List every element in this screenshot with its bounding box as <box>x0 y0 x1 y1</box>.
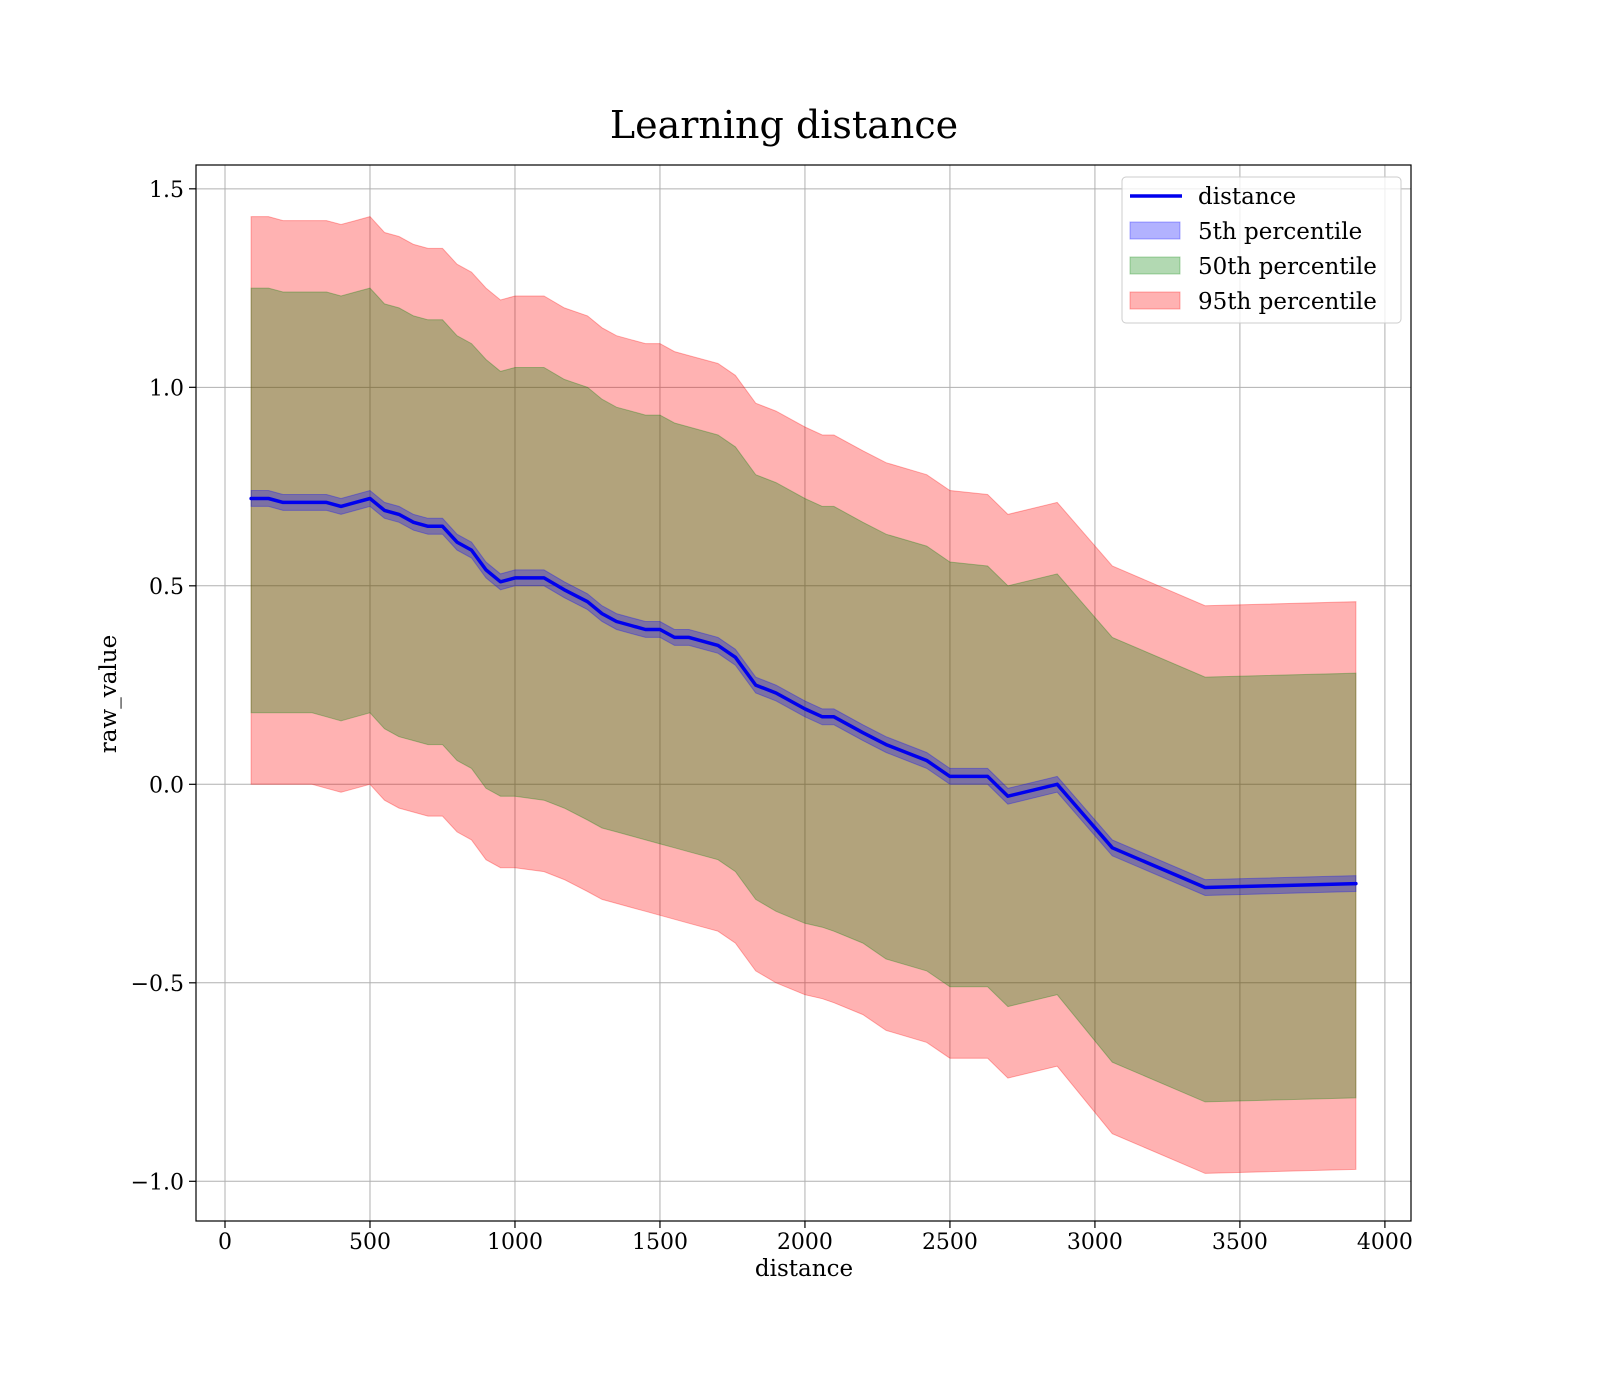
y-tick-label: 1.0 <box>149 376 184 401</box>
x-tick-label: 4000 <box>1357 1230 1413 1255</box>
band-5th-percentile <box>250 489 1357 897</box>
x-tick-label: 0 <box>218 1230 232 1255</box>
x-tick-label: 3000 <box>1067 1230 1123 1255</box>
y-axis-label: raw_value <box>96 635 122 753</box>
legend-label-50th: 50th percentile <box>1198 254 1377 280</box>
y-tick-label: 0.5 <box>149 575 184 600</box>
x-tick-label: 2000 <box>777 1230 833 1255</box>
chart-title: Learning distance <box>610 103 958 147</box>
legend-label-95th: 95th percentile <box>1198 289 1377 315</box>
plot-area-frame <box>195 164 1412 1222</box>
legend-box <box>1121 176 1402 324</box>
legend-label-5th: 5th percentile <box>1198 219 1362 245</box>
band-50th-percentile <box>250 287 1357 1103</box>
y-tick-label: −1.0 <box>131 1170 184 1195</box>
y-tick-label: 1.5 <box>149 178 184 203</box>
band-95th-percentile <box>250 216 1357 1174</box>
x-grid <box>224 165 1386 1221</box>
x-tick-label: 500 <box>349 1230 391 1255</box>
legend-swatch-5th <box>1129 221 1181 240</box>
x-axis-label: distance <box>755 1256 853 1282</box>
series-lines <box>249 496 1358 890</box>
x-tick-label: 1000 <box>487 1230 543 1255</box>
x-axis-ticks: 0 500 1000 1500 2000 2500 3000 3500 4000 <box>218 1221 1413 1255</box>
y-tick-label: 0.0 <box>149 773 184 798</box>
series-line-distance <box>249 496 1358 890</box>
legend-label-distance: distance <box>1198 184 1296 210</box>
x-tick-label: 2500 <box>922 1230 978 1255</box>
x-tick-label: 1500 <box>632 1230 688 1255</box>
legend-swatch-50th <box>1129 256 1181 275</box>
legend: distance 5th percentile 50th percentile … <box>1121 176 1402 324</box>
y-tick-label: −0.5 <box>131 972 184 997</box>
percentile-bands <box>250 216 1357 1174</box>
legend-swatch-95th <box>1129 291 1181 310</box>
y-axis-ticks: 1.5 1.0 0.5 0.0 −0.5 −1.0 <box>131 178 196 1195</box>
x-tick-label: 3500 <box>1212 1230 1268 1255</box>
